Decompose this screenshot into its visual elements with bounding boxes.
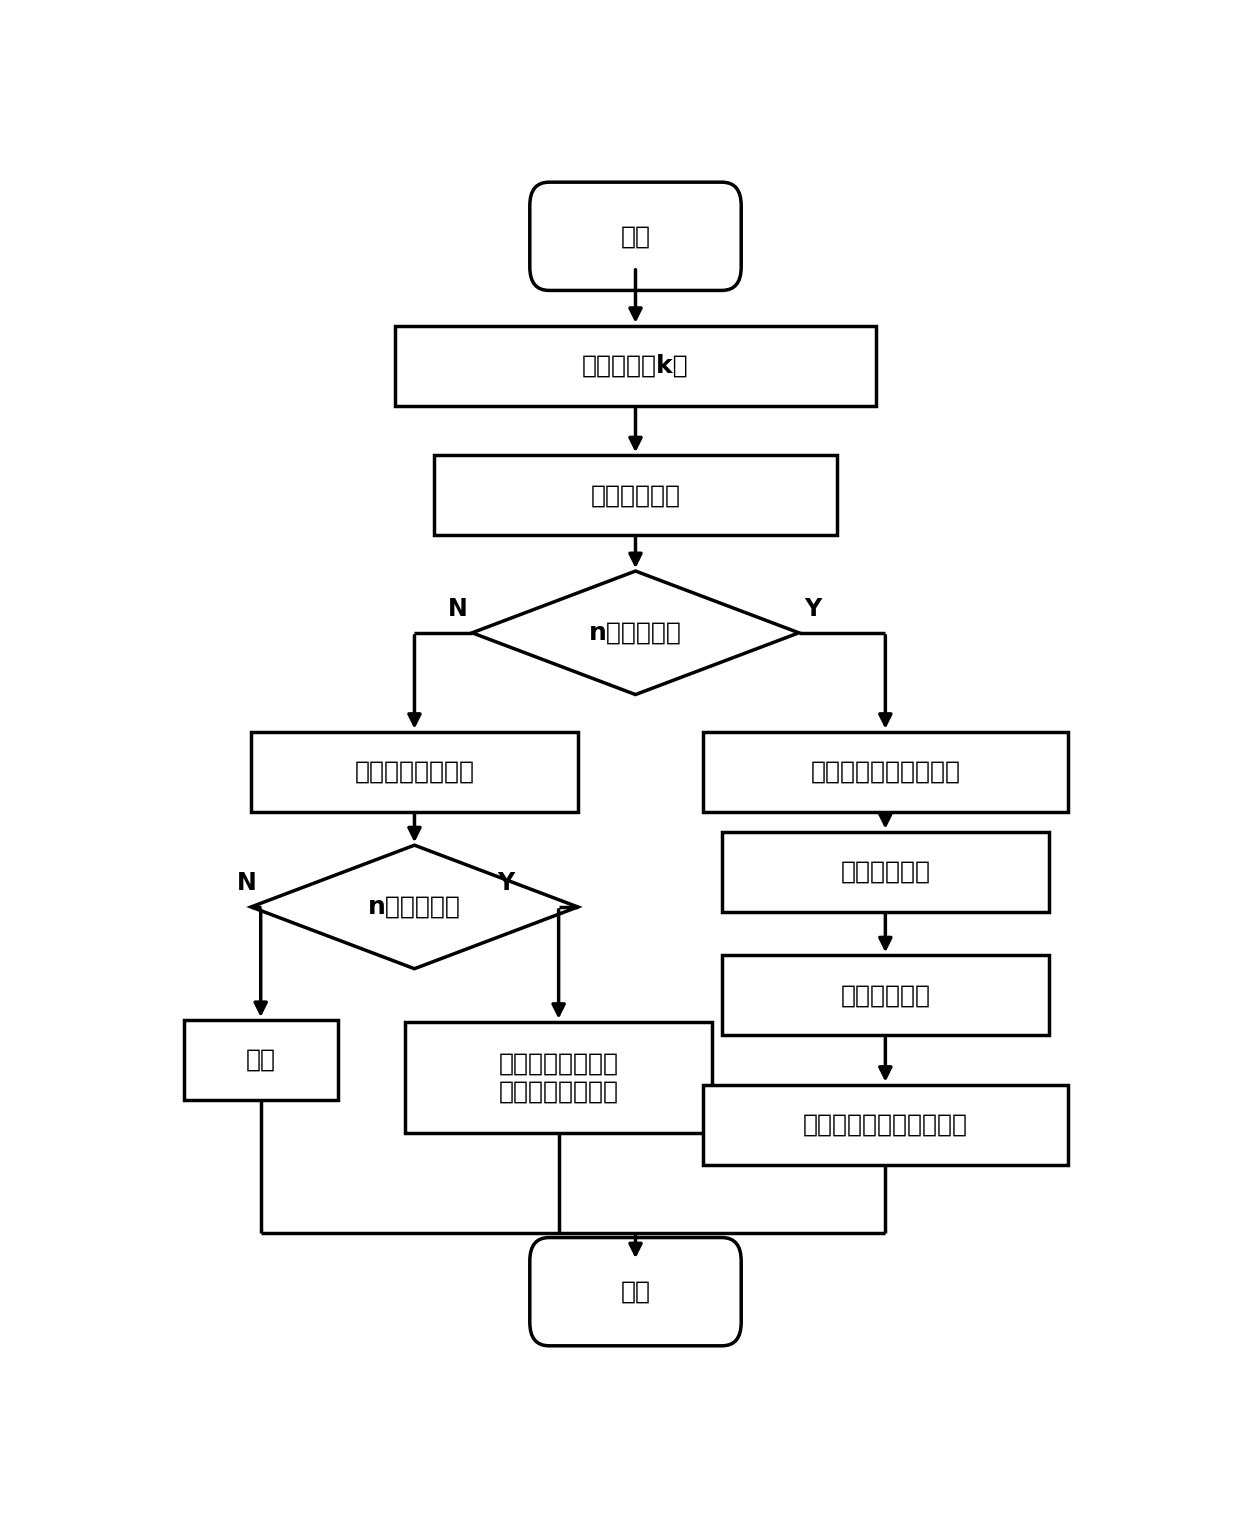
FancyBboxPatch shape <box>529 182 742 290</box>
Text: 选出簇头节点: 选出簇头节点 <box>590 483 681 507</box>
FancyBboxPatch shape <box>529 1238 742 1346</box>
Text: N: N <box>448 597 467 622</box>
Text: 融合数据并广播可用信道: 融合数据并广播可用信道 <box>802 1112 968 1137</box>
Bar <box>703 732 1068 811</box>
Bar <box>184 1019 337 1100</box>
Polygon shape <box>472 571 799 695</box>
Text: n是感知节点: n是感知节点 <box>368 895 461 918</box>
Text: 启动频谱感知: 启动频谱感知 <box>841 983 930 1007</box>
Bar <box>722 955 1049 1034</box>
Bar <box>434 455 837 535</box>
Text: Y: Y <box>805 597 822 622</box>
Text: 休眠: 休眠 <box>246 1048 275 1073</box>
Text: 将网络分为k簇: 将网络分为k簇 <box>583 353 688 377</box>
Polygon shape <box>250 845 578 969</box>
Text: 结束: 结束 <box>620 1279 651 1303</box>
Text: 确认是否加入该簇: 确认是否加入该簇 <box>355 759 475 784</box>
Bar <box>703 1085 1068 1164</box>
Bar <box>396 325 875 406</box>
Text: 通知邻居节点加入该簇: 通知邻居节点加入该簇 <box>811 759 960 784</box>
Bar <box>404 1022 713 1134</box>
Text: 选择感知节点: 选择感知节点 <box>841 860 930 883</box>
Bar <box>250 732 578 811</box>
Text: 开始: 开始 <box>620 225 651 249</box>
Text: N: N <box>237 871 257 895</box>
Bar <box>722 831 1049 912</box>
Text: n是簇头节点: n是簇头节点 <box>589 620 682 645</box>
Text: 执行频谱感知并发
送结果给簇头节点: 执行频谱感知并发 送结果给簇头节点 <box>498 1051 619 1103</box>
Text: Y: Y <box>497 871 515 895</box>
